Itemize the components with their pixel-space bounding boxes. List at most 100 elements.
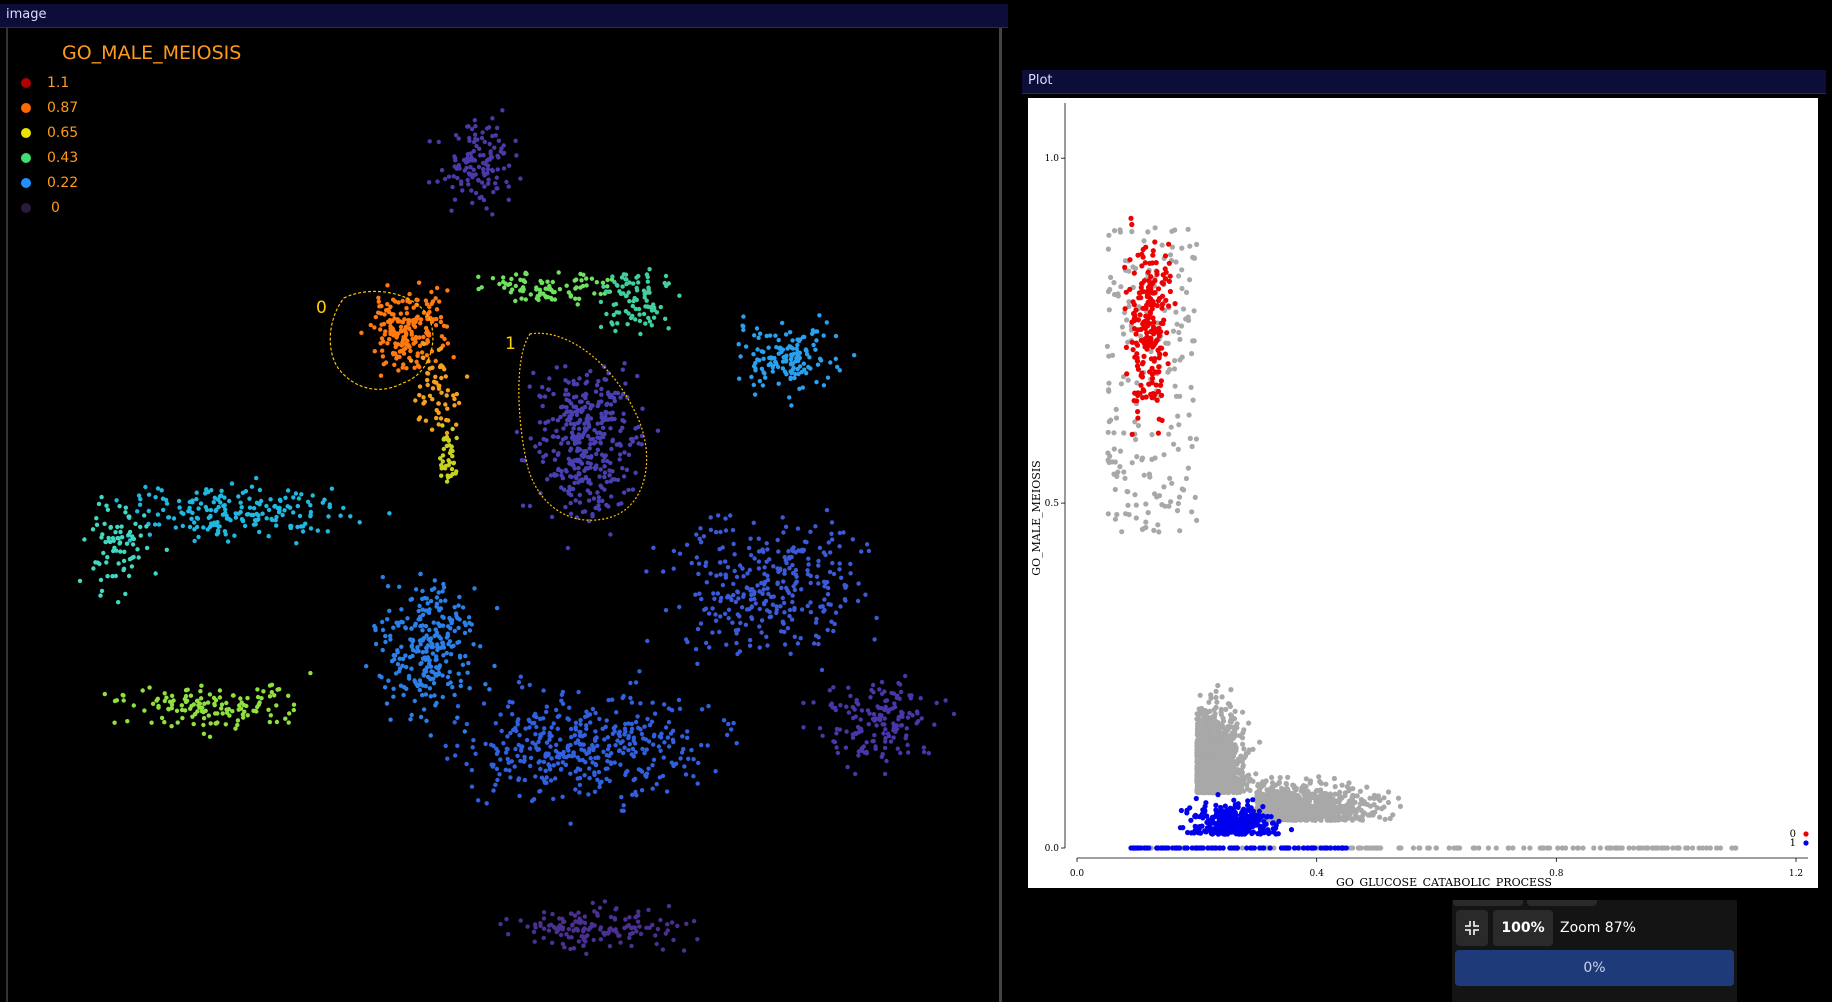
cell-point (100, 532, 105, 537)
cell-point (834, 726, 840, 732)
cell-point (627, 299, 632, 304)
grey-point (1240, 709, 1246, 715)
plot-canvas[interactable]: 0.0 0.4 0.8 1.2 0.0 0.5 1.0 GO_GLUCOSE_CATABOL… (1028, 98, 1818, 889)
cell-point (630, 439, 635, 444)
cell-point (227, 713, 232, 718)
cell-point (703, 560, 709, 565)
cell-point (386, 678, 391, 683)
cell-point (694, 532, 699, 537)
cell-point (736, 596, 741, 601)
cell-point (264, 503, 269, 509)
image-viewer-panel[interactable]: GO_MALE_MEIOSIS 1.1 0.87 0.65 0.43 0.22 … (6, 28, 1002, 1002)
cell-point (401, 684, 407, 690)
cell-point (610, 395, 615, 400)
cell-point (388, 320, 393, 325)
cell-point (438, 636, 443, 641)
cell-point (253, 522, 258, 527)
cell-point (663, 608, 669, 613)
cell-point (373, 627, 378, 633)
cell-point (530, 721, 535, 726)
cell-point (722, 611, 728, 616)
grey-point (1395, 795, 1402, 801)
cell-point (660, 773, 666, 779)
cell-point (644, 747, 649, 752)
cell-point (762, 371, 767, 376)
cell-point (558, 932, 564, 938)
grey-point (1198, 750, 1205, 757)
cell-point (610, 437, 616, 442)
cell-point (418, 317, 424, 322)
cell-point (212, 701, 217, 706)
cell-point (703, 640, 709, 646)
cell-point (417, 343, 423, 348)
cell-point (136, 493, 142, 498)
grey-point (1332, 791, 1338, 797)
cell-point (921, 745, 927, 750)
grey-point (1220, 723, 1226, 730)
cell-point (496, 155, 501, 160)
cell-point (393, 342, 399, 347)
cell-point (883, 706, 888, 712)
cell-point (771, 564, 776, 569)
cell-point (621, 474, 627, 479)
cell-point (635, 919, 641, 924)
cell-point (914, 709, 920, 714)
cell-point (484, 126, 490, 131)
cell-point (550, 911, 555, 917)
grey-point (1213, 704, 1219, 710)
cell-point (655, 926, 661, 932)
cell-point (291, 707, 296, 713)
cell-point (495, 777, 500, 783)
cell-point (391, 352, 396, 357)
cell-point (439, 463, 444, 468)
cell-point (443, 463, 448, 469)
cell-point (570, 923, 575, 928)
cell-point (738, 620, 743, 626)
cell-point (716, 513, 721, 518)
cell-point (449, 208, 454, 213)
cell-point (445, 756, 450, 761)
cell-point (544, 740, 550, 745)
cell-point (527, 763, 533, 769)
cell-point (665, 735, 671, 740)
grey-point (1213, 694, 1219, 701)
cell-point (623, 772, 628, 778)
cell-point (397, 656, 402, 661)
cell-point (138, 533, 143, 538)
cell-point (558, 737, 563, 742)
cell-point (513, 138, 518, 143)
scatter-plot[interactable]: 0.0 0.4 0.8 1.20.00.51.0 GO_GLUCOSE_CATABOL… (1028, 98, 1818, 889)
cell-point (240, 490, 246, 495)
cell-point (811, 342, 816, 348)
cell-point (560, 941, 566, 947)
cell-point (456, 603, 461, 608)
cell-point (655, 428, 661, 433)
cell-point (557, 713, 562, 718)
cell-point (534, 724, 539, 730)
cell-point (568, 500, 573, 506)
cell-point (822, 584, 827, 589)
embedding-scatter[interactable] (8, 28, 998, 1002)
cell-point (790, 593, 795, 598)
grey-point (1220, 742, 1226, 748)
cell-point (465, 124, 470, 129)
cell-point (608, 532, 613, 537)
cell-point (209, 521, 214, 526)
cell-point (729, 597, 734, 603)
cell-point (830, 705, 835, 710)
cell-point (834, 745, 839, 750)
cell-point (577, 492, 582, 498)
cell-point (241, 715, 246, 720)
cell-point (326, 514, 331, 519)
cell-point (624, 467, 630, 472)
cell-point (425, 338, 430, 343)
cell-point (759, 366, 765, 371)
cell-point (376, 299, 381, 304)
cell-point (602, 899, 608, 904)
cell-point (504, 916, 509, 922)
cell-point (595, 777, 600, 782)
cell-point (433, 296, 438, 301)
cell-point (906, 750, 911, 755)
cell-point (575, 738, 581, 743)
cell-point (427, 139, 432, 144)
